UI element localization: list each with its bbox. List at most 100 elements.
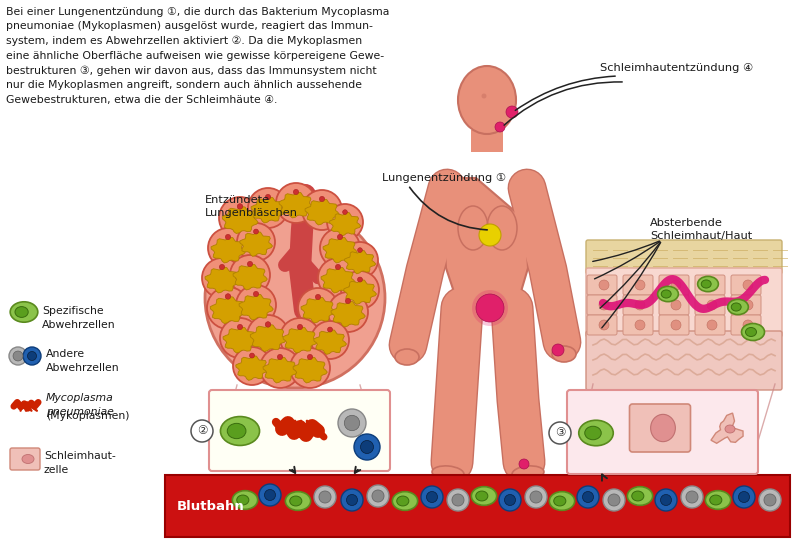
Circle shape — [202, 258, 242, 298]
Ellipse shape — [22, 454, 34, 464]
Polygon shape — [210, 296, 246, 324]
Ellipse shape — [702, 280, 711, 288]
Circle shape — [599, 300, 609, 310]
Circle shape — [671, 300, 681, 310]
Circle shape — [250, 353, 254, 358]
Ellipse shape — [627, 486, 653, 505]
Circle shape — [671, 280, 681, 290]
Circle shape — [482, 94, 486, 99]
Circle shape — [552, 344, 564, 356]
Circle shape — [372, 490, 384, 502]
FancyBboxPatch shape — [586, 331, 782, 390]
Circle shape — [207, 287, 249, 329]
FancyBboxPatch shape — [587, 295, 617, 315]
Circle shape — [361, 440, 374, 454]
Text: Blutbahn: Blutbahn — [177, 500, 245, 512]
Polygon shape — [240, 232, 273, 257]
Text: Spezifische
Abwehrzellen: Spezifische Abwehrzellen — [42, 306, 116, 330]
Ellipse shape — [728, 299, 748, 315]
FancyBboxPatch shape — [731, 295, 761, 315]
Circle shape — [472, 290, 508, 326]
Circle shape — [506, 106, 518, 118]
FancyBboxPatch shape — [695, 315, 725, 335]
Circle shape — [247, 261, 253, 266]
Circle shape — [671, 320, 681, 330]
Polygon shape — [279, 192, 314, 218]
Circle shape — [294, 189, 298, 194]
Text: Schleimhaut-
zelle: Schleimhaut- zelle — [44, 451, 116, 475]
Circle shape — [298, 288, 338, 328]
Circle shape — [236, 285, 276, 325]
Circle shape — [603, 489, 625, 511]
Circle shape — [743, 320, 753, 330]
Circle shape — [608, 494, 620, 506]
Circle shape — [681, 486, 703, 508]
Circle shape — [266, 322, 270, 327]
Circle shape — [318, 258, 358, 298]
Circle shape — [342, 242, 378, 278]
Circle shape — [599, 320, 609, 330]
Circle shape — [447, 489, 469, 511]
Circle shape — [307, 355, 313, 360]
FancyBboxPatch shape — [695, 275, 725, 295]
Ellipse shape — [710, 495, 722, 505]
Circle shape — [655, 489, 677, 511]
Polygon shape — [321, 267, 355, 293]
Circle shape — [220, 318, 260, 358]
Circle shape — [635, 280, 645, 290]
Polygon shape — [344, 280, 377, 304]
Circle shape — [686, 491, 698, 503]
Circle shape — [495, 122, 505, 132]
Circle shape — [476, 294, 504, 322]
Circle shape — [319, 491, 331, 503]
Circle shape — [233, 347, 271, 385]
Ellipse shape — [227, 423, 246, 439]
Circle shape — [230, 255, 270, 295]
Circle shape — [707, 320, 717, 330]
Circle shape — [341, 489, 363, 511]
Circle shape — [298, 325, 302, 330]
Circle shape — [27, 351, 37, 361]
FancyBboxPatch shape — [586, 240, 782, 274]
Ellipse shape — [512, 466, 544, 480]
FancyBboxPatch shape — [695, 295, 725, 315]
Circle shape — [23, 347, 41, 365]
Circle shape — [278, 355, 282, 360]
Circle shape — [499, 489, 521, 511]
Circle shape — [338, 234, 342, 239]
Polygon shape — [305, 199, 339, 225]
FancyBboxPatch shape — [731, 315, 761, 335]
Circle shape — [314, 486, 336, 508]
FancyBboxPatch shape — [587, 315, 617, 335]
FancyBboxPatch shape — [567, 390, 758, 474]
Polygon shape — [711, 413, 743, 443]
Ellipse shape — [550, 491, 574, 510]
Circle shape — [219, 197, 261, 239]
Ellipse shape — [392, 491, 418, 510]
Polygon shape — [239, 294, 274, 320]
Polygon shape — [211, 237, 246, 263]
Circle shape — [346, 299, 350, 304]
Circle shape — [237, 223, 275, 261]
Circle shape — [635, 320, 645, 330]
Circle shape — [191, 420, 213, 442]
Circle shape — [577, 486, 599, 508]
Circle shape — [205, 208, 385, 388]
FancyBboxPatch shape — [587, 275, 617, 295]
Circle shape — [519, 459, 529, 469]
Polygon shape — [293, 357, 327, 383]
Circle shape — [452, 494, 464, 506]
Circle shape — [426, 491, 438, 502]
Circle shape — [259, 484, 281, 506]
Polygon shape — [345, 250, 376, 274]
FancyBboxPatch shape — [630, 404, 690, 452]
FancyBboxPatch shape — [623, 295, 653, 315]
Circle shape — [9, 347, 27, 365]
FancyBboxPatch shape — [10, 448, 40, 470]
Ellipse shape — [554, 496, 566, 506]
Circle shape — [582, 491, 594, 502]
Circle shape — [248, 188, 288, 228]
Text: Entzündete
Lungenbläschen: Entzündete Lungenbläschen — [205, 195, 298, 218]
Circle shape — [530, 491, 542, 503]
Circle shape — [733, 486, 755, 508]
